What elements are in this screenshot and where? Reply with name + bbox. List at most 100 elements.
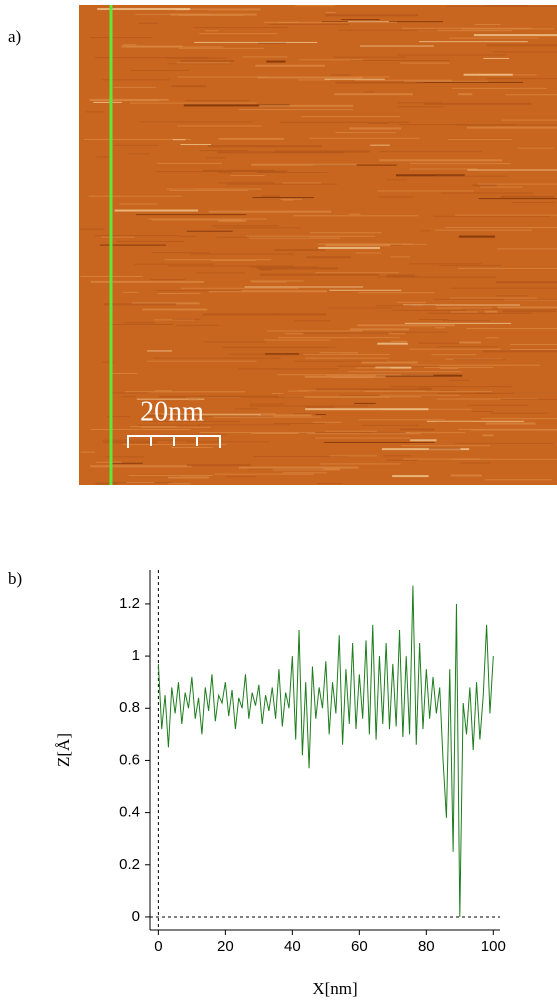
afm-streak (93, 101, 122, 103)
afm-streak (334, 93, 413, 96)
afm-streak (166, 57, 227, 59)
afm-streak (424, 366, 494, 368)
afm-streak (294, 320, 331, 322)
afm-streak (167, 265, 294, 267)
afm-streak (171, 85, 206, 88)
afm-streak (84, 138, 192, 140)
y-tick-label: 0.8 (119, 699, 140, 716)
afm-streak (183, 104, 290, 107)
profile-line (157, 585, 494, 917)
afm-streak (198, 424, 291, 426)
afm-streak (512, 202, 555, 204)
afm-streak (502, 310, 556, 313)
afm-streak (496, 248, 557, 250)
afm-streak (485, 422, 536, 425)
afm-streak (277, 374, 401, 376)
afm-streak (332, 377, 375, 379)
afm-streak (166, 188, 262, 190)
afm-streak (295, 5, 335, 7)
afm-streak (333, 56, 406, 58)
afm-streak (315, 388, 433, 391)
afm-streak (358, 292, 435, 294)
afm-streak (218, 137, 285, 140)
afm-streak (397, 102, 442, 104)
afm-streak (479, 186, 523, 188)
afm-streak (244, 286, 364, 288)
x-tick-label: 100 (481, 938, 506, 955)
afm-streak (255, 64, 326, 67)
afm-streak (377, 342, 408, 345)
afm-streak (315, 437, 411, 439)
afm-streak (436, 420, 472, 422)
afm-streak (298, 431, 406, 434)
afm-streak (303, 353, 390, 355)
afm-streak (123, 291, 139, 293)
afm-streak (409, 163, 511, 165)
afm-streak (433, 298, 557, 300)
afm-streak (169, 189, 249, 191)
afm-streak (147, 414, 193, 416)
afm-streak (390, 244, 402, 246)
afm-streak (259, 273, 380, 276)
afm-streak (304, 375, 386, 378)
afm-streak (218, 172, 232, 174)
afm-streak (90, 280, 205, 283)
afm-streak (319, 352, 359, 354)
afm-streak (320, 463, 401, 465)
afm-streak (177, 125, 262, 127)
afm-streak (228, 353, 342, 355)
afm-streak (282, 182, 322, 184)
afm-streak (370, 144, 390, 146)
afm-streak (257, 76, 363, 79)
afm-streak (134, 263, 215, 265)
afm-streak (178, 47, 265, 49)
afm-streak (89, 98, 169, 101)
afm-streak (102, 439, 196, 441)
afm-streak (364, 91, 375, 93)
afm-streak (159, 395, 279, 398)
afm-streak (455, 442, 554, 444)
afm-streak (205, 30, 219, 32)
afm-streak (330, 74, 351, 76)
afm-streak (156, 162, 223, 164)
afm-streak (217, 151, 344, 154)
afm-streak (503, 299, 557, 301)
afm-streak (125, 391, 246, 393)
afm-streak (142, 420, 240, 422)
afm-streak (376, 374, 463, 377)
y-tick-label: 0.4 (119, 804, 140, 821)
afm-streak (139, 121, 252, 123)
afm-streak (445, 226, 557, 228)
afm-streak (383, 455, 411, 457)
afm-streak (260, 268, 272, 271)
afm-streak (130, 70, 189, 72)
afm-streak (423, 102, 532, 105)
afm-streak (410, 439, 437, 442)
afm-streak (306, 256, 351, 259)
afm-streak (337, 365, 440, 367)
afm-streak (279, 121, 410, 123)
afm-streak (397, 54, 506, 56)
afm-streak (208, 210, 332, 213)
afm-streak (186, 441, 269, 443)
afm-streak (299, 59, 364, 61)
afm-image (79, 5, 557, 485)
afm-streak (403, 458, 480, 460)
afm-streak (409, 348, 501, 350)
afm-streak (274, 249, 326, 252)
afm-streak (249, 280, 304, 282)
afm-streak (338, 29, 439, 31)
afm-streak (347, 21, 390, 23)
x-tick-label: 40 (284, 938, 301, 955)
afm-streak (373, 432, 466, 434)
afm-streak (325, 11, 336, 13)
afm-streak (126, 481, 155, 483)
afm-streak (462, 308, 557, 310)
afm-streak (358, 419, 445, 421)
afm-streak (402, 304, 520, 306)
afm-streak (251, 281, 287, 283)
afm-streak (391, 340, 408, 342)
afm-streak (246, 235, 376, 237)
afm-streak (375, 366, 412, 369)
